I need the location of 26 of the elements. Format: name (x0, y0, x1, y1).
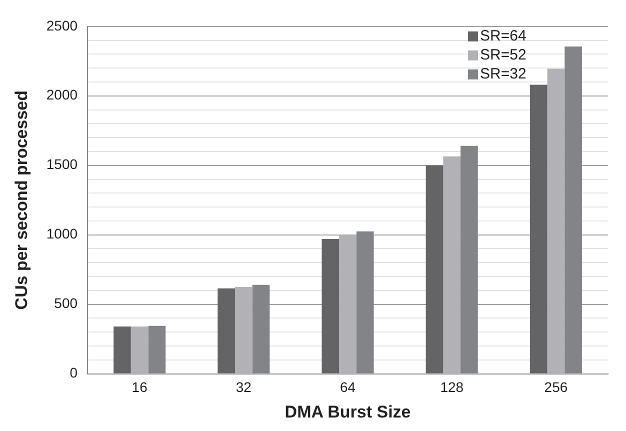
legend-label: SR=32 (480, 66, 526, 83)
bar (235, 286, 252, 374)
x-axis-title: DMA Burst Size (284, 402, 411, 422)
y-axis-title: CUs per second processed (12, 90, 31, 310)
bar (130, 326, 148, 374)
bar (426, 165, 444, 374)
legend-label: SR=52 (480, 46, 526, 64)
y-tick-label: 500 (54, 295, 78, 312)
y-tick-label: 0 (70, 364, 78, 381)
y-tick-label: 2000 (46, 86, 78, 103)
x-tick-label: 64 (340, 379, 356, 396)
bar (443, 156, 461, 374)
x-tick-label: 16 (132, 379, 148, 396)
bar (322, 239, 340, 374)
y-tick-label: 2500 (46, 17, 78, 34)
bar (547, 68, 565, 374)
bar (114, 326, 131, 374)
x-tick-label: 32 (236, 379, 252, 396)
bar (530, 84, 548, 374)
x-tick-label: 256 (544, 379, 568, 396)
x-tick-label: 128 (440, 379, 464, 396)
legend-label: SR=64 (480, 28, 526, 45)
y-tick-label: 1000 (46, 226, 78, 242)
bar (218, 288, 236, 374)
bar (339, 234, 356, 374)
y-tick-label: 1500 (46, 156, 78, 172)
